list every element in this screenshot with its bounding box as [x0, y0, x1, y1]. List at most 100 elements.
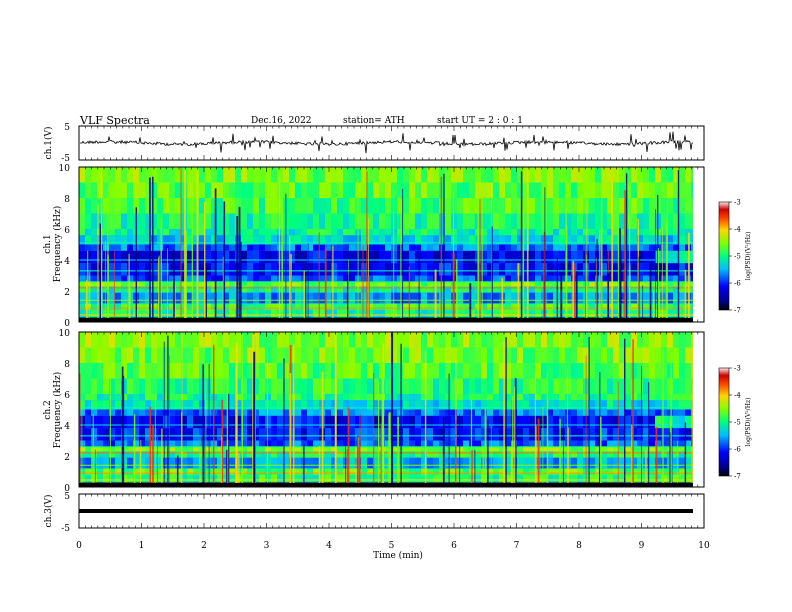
- spectrogram-cell: [181, 400, 187, 410]
- spectrogram-cell: [361, 378, 367, 394]
- spectrogram-cell: [367, 213, 373, 229]
- spectrogram-cell: [463, 292, 469, 304]
- spectrogram-cell: [349, 400, 355, 410]
- spectrogram-cell: [565, 440, 571, 447]
- spectrogram-cell: [529, 440, 535, 447]
- spectrogram-cell: [661, 468, 667, 475]
- spectrogram-cell: [583, 244, 589, 251]
- spectrogram-cell: [325, 378, 331, 394]
- spectrogram-cell: [217, 235, 223, 245]
- spectrogram-cell: [337, 451, 343, 458]
- spectrogram-cell: [385, 400, 391, 410]
- spectrogram-cell: [409, 378, 415, 394]
- spectrogram-cell: [169, 286, 175, 293]
- spectrogram-cell: [115, 281, 121, 287]
- spectrogram-cell: [247, 309, 253, 318]
- spectrogram-cell: [529, 468, 535, 475]
- spectrogram-cell: [193, 182, 199, 198]
- spectrogram-cell: [217, 198, 223, 214]
- spectrogram-cell: [679, 394, 685, 401]
- time-tick-label: 4: [326, 541, 332, 551]
- spectrogram-cell: [625, 292, 631, 304]
- spectrogram-cell: [247, 281, 253, 287]
- spectrogram-cell: [145, 303, 151, 310]
- spectrogram-cell: [559, 250, 565, 264]
- spectrogram-cell: [517, 309, 523, 318]
- spectrogram-cell: [169, 229, 175, 236]
- spectrogram-cell: [619, 451, 625, 458]
- spectrogram-cell: [643, 286, 649, 293]
- spectrogram-cell: [637, 182, 643, 198]
- spectrogram-cell: [523, 229, 529, 236]
- spectrogram-cell: [349, 198, 355, 214]
- spectrogram-cell: [187, 229, 193, 236]
- spectrogram-cell: [427, 182, 433, 198]
- spectrogram-cell: [619, 198, 625, 214]
- spectrogram-cell: [601, 468, 607, 475]
- spectrogram-cell: [355, 363, 361, 379]
- spectrogram-cell: [325, 235, 331, 245]
- spectrogram-cell: [595, 286, 601, 293]
- spectrogram-cell: [679, 286, 685, 293]
- spectrogram-cell: [313, 474, 319, 483]
- spectrogram-cell: [523, 250, 529, 264]
- spectrogram-cell: [589, 281, 595, 287]
- spectrogram-cell: [97, 198, 103, 214]
- spectrogram-cell: [127, 409, 133, 416]
- spectrogram-cell: [481, 250, 487, 264]
- spectrogram-cell: [127, 213, 133, 229]
- spectrogram-cell: [91, 198, 97, 214]
- spectrogram-cell: [409, 263, 415, 276]
- spectrogram-cell: [685, 167, 691, 183]
- spectrogram-cell: [175, 446, 181, 452]
- spectrogram-cell: [127, 394, 133, 401]
- spectrogram-cell: [337, 292, 343, 304]
- spectrogram-cell: [187, 263, 193, 276]
- spectrogram-cell: [511, 281, 517, 287]
- spectrogram-cell: [679, 182, 685, 198]
- spectrogram-cell: [553, 363, 559, 379]
- spectrogram-cell: [271, 275, 277, 282]
- spectrogram-cell: [433, 347, 439, 363]
- spectrogram-cell: [505, 213, 511, 229]
- spectrogram-cell: [445, 167, 451, 183]
- spectrogram-cell: [289, 457, 295, 469]
- spectrogram-cell: [307, 347, 313, 363]
- spectrogram-cell: [331, 474, 337, 483]
- ch1-waveform-line: [79, 131, 694, 154]
- spectrogram-cell: [499, 409, 505, 416]
- spectrogram-cell: [91, 347, 97, 363]
- spectrogram-cell: [145, 332, 151, 348]
- spectrogram-cell: [79, 286, 85, 293]
- spectrogram-cell: [427, 409, 433, 416]
- spectrogram-cell: [397, 428, 403, 441]
- spectrogram-cell: [685, 451, 691, 458]
- spectrogram-cell: [193, 457, 199, 469]
- spectrogram-cell: [619, 446, 625, 452]
- spectrogram-cell: [409, 303, 415, 310]
- spectrogram-cell: [577, 378, 583, 394]
- spectrogram-cell: [301, 415, 307, 429]
- spectrogram-cell: [619, 347, 625, 363]
- spectrogram-cell: [607, 244, 613, 251]
- spectrogram-cell: [637, 167, 643, 183]
- spectrogram-cell: [493, 198, 499, 214]
- spectrogram-cell: [259, 263, 265, 276]
- spectrogram-cell: [391, 451, 397, 458]
- spectrogram-cell: [415, 286, 421, 293]
- spectrogram-cell: [457, 347, 463, 363]
- spectrogram-cell: [589, 428, 595, 441]
- spectrogram-cell: [481, 244, 487, 251]
- spectrogram-cell: [85, 167, 91, 183]
- spectrogram-cell: [559, 428, 565, 441]
- spectrogram-cell: [169, 275, 175, 282]
- spectrogram-cell: [163, 292, 169, 304]
- spectrogram-cell: [337, 286, 343, 293]
- spectrogram-cell: [679, 235, 685, 245]
- spectrogram-cell: [343, 451, 349, 458]
- spectrogram-cell: [163, 400, 169, 410]
- spectrogram-cell: [583, 281, 589, 287]
- spectrogram-cell: [331, 286, 337, 293]
- spectrogram-cell: [475, 415, 481, 429]
- spectrogram-cell: [517, 213, 523, 229]
